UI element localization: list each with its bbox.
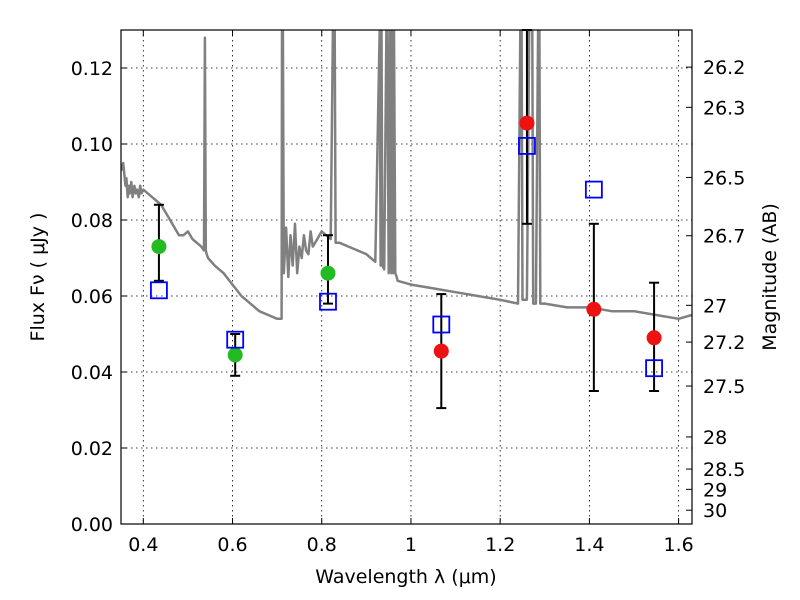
axis-ticks: 0.4 0.6 0.8 1 1.2 1.4 1.6 0.00 0.02 0.04 0.06 0.08 0… [71,30,745,556]
y-tick-label: 0.02 [71,438,113,460]
y2-tick-label: 27.5 [703,376,745,398]
red-data-point [519,115,535,131]
y2-tick-label: 27 [703,295,727,317]
plot-frame [120,29,693,525]
x-tick-label: 1.2 [485,534,515,556]
x-tick-label: 0.6 [217,534,247,556]
red-data-point [433,343,449,359]
y2-tick-label: 26.3 [703,97,745,119]
grid-lines [121,30,692,525]
model-spectrum-line [121,30,692,321]
model-square-point [319,292,337,311]
model-square-point [584,180,603,199]
y-tick-label: 0.06 [71,286,113,308]
y2-tick-label: 30 [703,500,727,522]
y-tick-label: 0.10 [71,134,113,156]
model-square-point [226,330,245,349]
y2-tick-label: 26.2 [703,57,745,79]
y2-tick-label: 26.7 [703,226,745,248]
green-data-point [151,239,167,255]
y-axis-label: Flux Fν ( μJy ) [27,213,49,342]
y2-tick-label: 28 [703,427,727,449]
x-axis-label: Wavelength λ (μm) [315,566,496,588]
y2-tick-label: 29 [703,479,727,501]
green-data-point [227,347,243,363]
x-tick-label: 0.4 [128,534,158,556]
model-spectrum [121,30,692,321]
y-tick-label: 0.00 [71,514,113,536]
model-square-point [645,359,663,378]
y-tick-label: 0.08 [71,210,113,232]
y2-tick-label: 27.2 [703,332,745,354]
red-data-point [586,301,602,317]
data-markers [150,115,663,378]
y2-tick-label: 26.5 [703,167,745,189]
model-square-point [150,281,168,300]
x-tick-label: 1 [405,534,417,556]
x-tick-label: 0.8 [307,534,337,556]
x-tick-label: 1.4 [574,534,604,556]
y2-axis-label: Magnitude (AB) [759,203,781,351]
x-tick-label: 1.6 [664,534,694,556]
red-data-point [646,330,662,346]
green-data-point [320,265,336,281]
y2-tick-label: 28.5 [703,459,745,481]
y-tick-label: 0.04 [71,362,113,384]
model-square-point [432,315,451,334]
y-tick-label: 0.12 [71,58,113,80]
model-square-point [518,136,536,155]
